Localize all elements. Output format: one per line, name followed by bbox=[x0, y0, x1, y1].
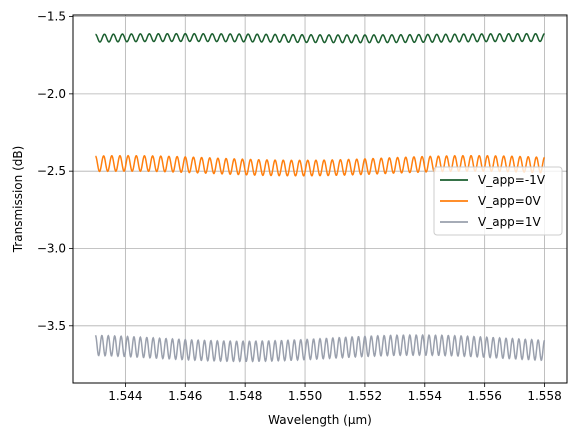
y-axis-label: Transmission (dB) bbox=[11, 146, 25, 254]
x-tick-label: 1.550 bbox=[288, 389, 322, 403]
series-line bbox=[94, 333, 546, 363]
grid-lines bbox=[73, 15, 567, 383]
legend-box bbox=[433, 166, 563, 236]
x-ticks: 1.544 1.546 1.548 1.550 1.552 1.554 1.556 1.558 bbox=[108, 383, 562, 403]
x-axis-label: Wavelength (µm) bbox=[268, 413, 372, 427]
y-tick-label: −2.0 bbox=[37, 87, 66, 101]
x-tick-label: 1.546 bbox=[168, 389, 202, 403]
legend: V_app=-1V V_app=0V V_app=1V bbox=[433, 166, 563, 236]
plot-frame bbox=[72, 14, 568, 384]
series-line bbox=[95, 154, 545, 177]
legend-label: V_app=-1V bbox=[478, 173, 546, 187]
y-tick-label: −3.5 bbox=[37, 319, 66, 333]
series-line bbox=[95, 32, 545, 44]
x-tick-label: 1.556 bbox=[467, 389, 501, 403]
series-lines bbox=[94, 32, 546, 363]
x-tick-label: 1.554 bbox=[408, 389, 442, 403]
x-tick-label: 1.558 bbox=[527, 389, 561, 403]
y-tick-label: −3.0 bbox=[37, 241, 66, 255]
x-tick-label: 1.544 bbox=[108, 389, 142, 403]
y-tick-label: −2.5 bbox=[37, 164, 66, 178]
legend-label: V_app=1V bbox=[478, 215, 541, 229]
legend-label: V_app=0V bbox=[478, 194, 541, 208]
y-ticks: −1.5 −2.0 −2.5 −3.0 −3.5 bbox=[37, 10, 73, 333]
x-tick-label: 1.548 bbox=[228, 389, 262, 403]
y-tick-label: −1.5 bbox=[37, 10, 66, 24]
x-tick-label: 1.552 bbox=[348, 389, 382, 403]
